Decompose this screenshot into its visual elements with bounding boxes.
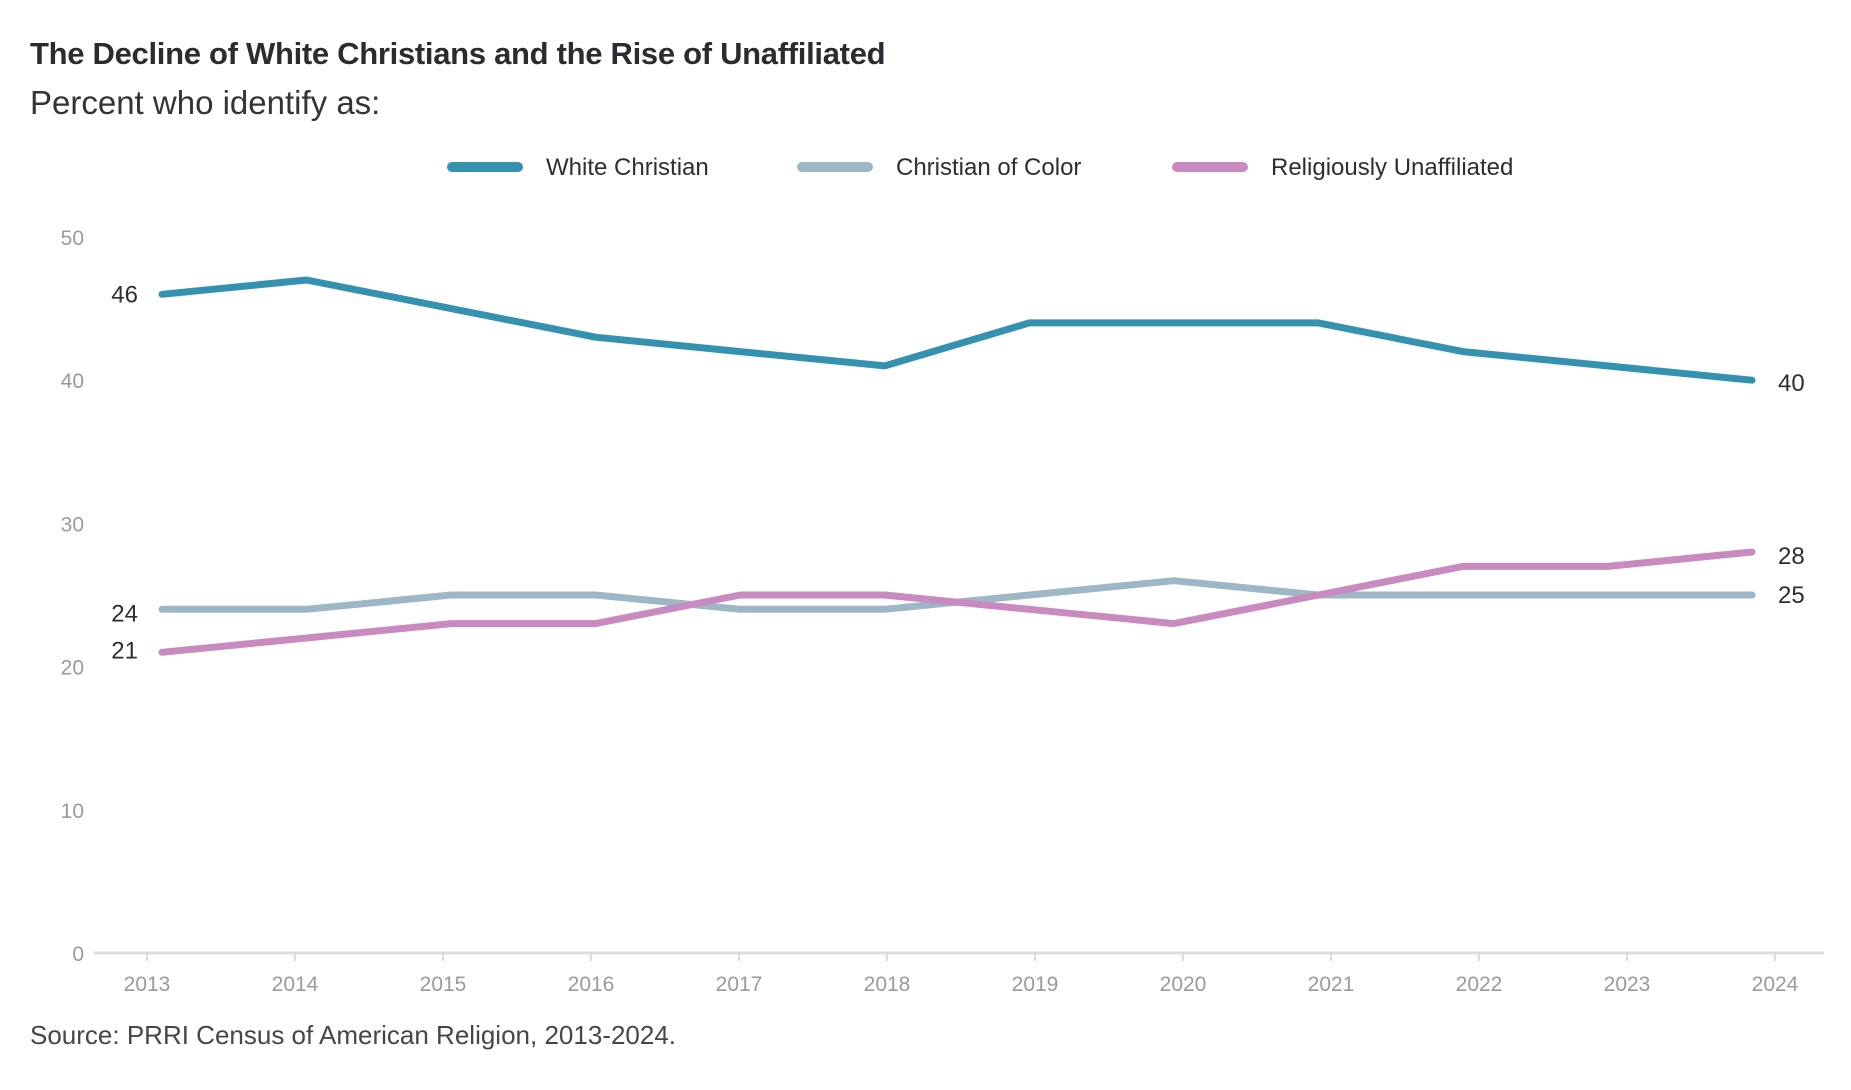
x-tick-label: 2020 xyxy=(1160,973,1207,996)
x-axis: 2013 2014 2015 2016 2017 2018 2019 2020 2021 2022… xyxy=(94,951,1824,996)
y-tick-label: 40 xyxy=(61,370,84,393)
start-value-label: 46 xyxy=(111,281,138,308)
end-value-label: 40 xyxy=(1778,370,1805,397)
x-tick-label: 2014 xyxy=(272,973,319,996)
end-labels: 46 40 24 25 21 28 xyxy=(111,281,1804,664)
end-value-label: 28 xyxy=(1778,543,1805,570)
x-tick-label: 2023 xyxy=(1604,973,1651,996)
y-axis: 0 10 20 30 40 50 xyxy=(61,227,84,966)
legend-label: Christian of Color xyxy=(896,154,1081,181)
x-tick-label: 2015 xyxy=(420,973,467,996)
y-tick-label: 20 xyxy=(61,657,84,680)
legend-label: Religiously Unaffiliated xyxy=(1271,154,1513,181)
chart-title: The Decline of White Christians and the … xyxy=(30,36,886,71)
legend-label: White Christian xyxy=(546,154,709,181)
y-tick-label: 0 xyxy=(72,943,84,966)
x-tick-label: 2021 xyxy=(1308,973,1355,996)
x-tick-label: 2022 xyxy=(1456,973,1503,996)
x-tick-label: 2016 xyxy=(568,973,615,996)
y-tick-label: 30 xyxy=(61,513,84,536)
x-tick-label: 2019 xyxy=(1012,973,1059,996)
source-note: Source: PRRI Census of American Religion… xyxy=(30,1020,677,1050)
start-value-label: 24 xyxy=(111,600,138,627)
series-line-white-christian xyxy=(158,276,1756,384)
end-value-label: 25 xyxy=(1778,582,1805,609)
legend-item: Religiously Unaffiliated xyxy=(1172,154,1513,181)
y-tick-label: 50 xyxy=(61,227,84,250)
series-layer xyxy=(158,276,1756,656)
start-value-label: 21 xyxy=(111,637,138,664)
x-tick-label: 2024 xyxy=(1752,973,1799,996)
y-tick-label: 10 xyxy=(61,800,84,823)
x-tick-label: 2017 xyxy=(716,973,763,996)
chart-subtitle: Percent who identify as: xyxy=(30,84,381,121)
legend: White Christian Christian of Color Religio… xyxy=(447,154,1513,181)
x-tick-label: 2013 xyxy=(124,973,171,996)
legend-item: Christian of Color xyxy=(797,154,1081,181)
series-line-religiously-unaffiliated xyxy=(158,548,1756,656)
line-chart: White Christian Christian of Color Religio… xyxy=(61,154,1824,996)
legend-item: White Christian xyxy=(447,154,709,181)
x-tick-label: 2018 xyxy=(864,973,911,996)
